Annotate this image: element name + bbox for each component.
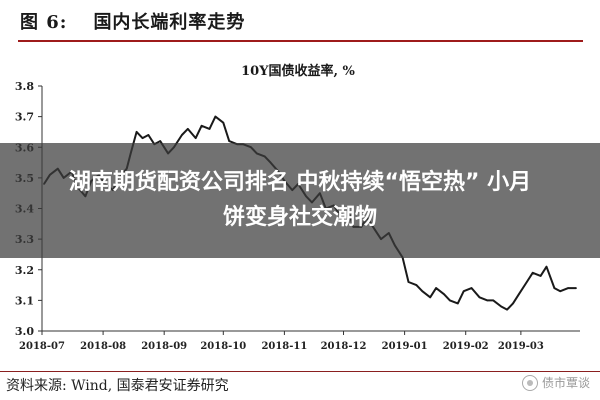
data-point	[187, 128, 189, 130]
x-tick-label: 2019-03	[498, 341, 544, 352]
data-point	[486, 299, 489, 302]
data-point	[567, 287, 569, 289]
data-point	[194, 137, 197, 139]
y-tick-label: 3.7	[15, 111, 34, 124]
x-tick-label: 2019-01	[382, 341, 428, 352]
headline-text[interactable]: 湖南期货配资公司排名 中秋持续“悟空热” 小月 饼变身社交潮物	[20, 165, 580, 235]
title-rule	[18, 40, 583, 42]
data-point	[421, 290, 424, 292]
data-point	[500, 305, 503, 308]
figure-title: 图 6: 国内长端利率走势	[0, 0, 600, 40]
source-note: 资料来源: Wind, 国泰君安证券研究	[6, 378, 229, 394]
data-point	[222, 121, 225, 124]
data-point	[435, 287, 437, 289]
data-point	[429, 296, 432, 299]
data-point	[531, 272, 534, 274]
y-tick-label: 3.1	[15, 294, 34, 307]
data-point	[575, 287, 577, 289]
data-point	[449, 299, 451, 302]
x-tick-label: 2018-07	[19, 341, 65, 352]
headline-line-1[interactable]: 湖南期货配资公司排名 中秋持续“悟空热” 小月	[68, 170, 532, 195]
data-point	[135, 131, 138, 133]
x-tick-label: 2018-09	[141, 341, 187, 352]
data-point	[470, 287, 473, 289]
data-point	[512, 302, 514, 305]
watermark-text: 债市覃谈	[541, 376, 590, 390]
x-tick-label: 2019-02	[443, 341, 489, 352]
data-point	[518, 293, 520, 295]
y-tick-label: 3.0	[15, 325, 34, 338]
data-point	[506, 308, 508, 311]
data-point	[526, 281, 528, 283]
data-point	[478, 296, 481, 299]
data-point	[181, 134, 183, 136]
data-point	[141, 137, 144, 139]
source-rule	[0, 371, 600, 372]
headline-line-2[interactable]: 饼变身社交潮物	[222, 205, 377, 230]
figure-title-text: 国内长端利率走势	[93, 12, 246, 33]
data-point	[539, 275, 542, 277]
data-point	[457, 302, 459, 305]
data-point	[545, 265, 548, 268]
data-point	[147, 134, 150, 136]
data-point	[228, 140, 230, 142]
chart-title: 10Y国债收益率, %	[241, 63, 355, 79]
data-point	[443, 293, 445, 295]
data-point	[214, 115, 217, 118]
data-point	[553, 287, 556, 289]
data-point	[415, 284, 418, 286]
data-point	[200, 125, 203, 127]
y-tick-label: 3.2	[15, 264, 34, 277]
watermark: 债市覃谈	[521, 374, 590, 391]
x-tick-label: 2018-12	[321, 341, 367, 352]
x-tick-label: 2018-11	[261, 341, 307, 352]
wechat-logo-icon	[521, 374, 538, 391]
data-point	[559, 290, 562, 292]
figure-label: 图 6:	[20, 12, 68, 33]
data-point	[407, 281, 410, 283]
data-point	[492, 299, 495, 302]
headline-banner[interactable]: 湖南期货配资公司排名 中秋持续“悟空热” 小月 饼变身社交潮物	[0, 143, 600, 258]
x-tick-label: 2018-08	[80, 341, 126, 352]
data-point	[462, 290, 465, 292]
x-tick-label: 2018-10	[200, 341, 246, 352]
data-point	[208, 128, 211, 130]
y-tick-label: 3.8	[15, 80, 34, 93]
data-point	[159, 140, 161, 142]
